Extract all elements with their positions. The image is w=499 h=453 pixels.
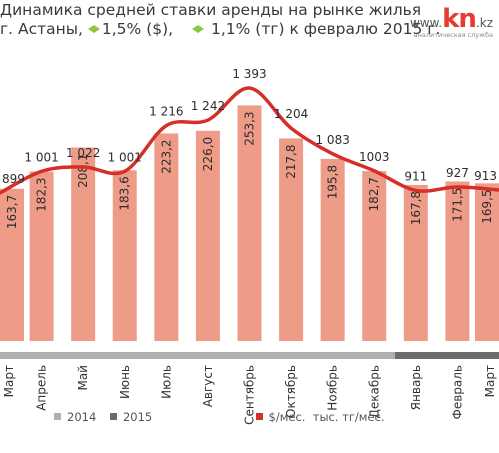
subtitle-kzt-change: 1,1% (тг) к февралю 2015 г. — [210, 20, 441, 38]
x-tick-label: Июнь — [118, 365, 132, 399]
x-tick-label: Апрель — [35, 365, 49, 411]
line-value-label: 1 242 — [191, 99, 225, 113]
line-value-label: 1 204 — [274, 107, 308, 121]
chart-subtitle: г. Астаны, 1,5% ($), 1,1% (тг) к февралю… — [0, 20, 440, 38]
line-value-label: 1 216 — [149, 105, 183, 119]
brand-logo: www.kn.kz аналитическая служба — [410, 4, 493, 39]
x-tick-label: Март — [2, 365, 16, 397]
line-value-label: 1003 — [359, 150, 390, 164]
line-value-label: 1 083 — [315, 133, 349, 147]
arrow-right-icon — [93, 24, 100, 33]
bar-value-label: 183,6 — [118, 176, 132, 210]
bar-value-label: 182,3 — [35, 177, 49, 211]
bar — [475, 183, 499, 341]
x-tick-label: Февраль — [450, 365, 464, 420]
x-tick-label: Август — [201, 365, 215, 407]
bar-value-label: 217,8 — [284, 144, 298, 178]
line-value-label: 1 022 — [66, 146, 100, 160]
arrow-left-icon — [192, 24, 199, 33]
bar-value-label: 169,5 — [480, 189, 494, 223]
year-axis-2015 — [395, 352, 499, 359]
bar — [29, 171, 54, 341]
chart-title: Динамика средней ставки аренды на рынке … — [0, 1, 422, 19]
legend: 2014 2015 $/мес. тыс. тг/мес. — [54, 409, 395, 424]
bar — [403, 184, 428, 341]
bar-value-label: 226,0 — [201, 137, 215, 171]
legend-item-2015: 2015 — [109, 409, 153, 424]
line-value-label: 911 — [404, 169, 427, 183]
x-tick-label: Январь — [409, 365, 423, 410]
subtitle-city: г. Астаны, — [0, 20, 83, 38]
legend-label-kzt: тыс. тг/мес. — [312, 409, 385, 424]
legend-swatch-2014 — [54, 413, 61, 420]
bar-value-label: 163,7 — [5, 195, 19, 229]
line-value-label: 1 393 — [232, 67, 266, 81]
bar-value-label: 253,3 — [243, 111, 257, 145]
legend-swatch-2015 — [109, 413, 117, 420]
legend-label-usd: $/мес. — [268, 409, 306, 424]
x-tick-label: Июль — [159, 365, 173, 399]
bar — [362, 171, 387, 341]
legend-item-2014: 2014 — [54, 410, 96, 424]
bar-value-label: 195,8 — [326, 165, 340, 199]
legend-swatch-line — [255, 413, 263, 420]
bar-value-label: 182,7 — [367, 177, 381, 211]
x-tick-label: Октябрь — [284, 365, 298, 418]
legend-item-series: $/мес. тыс. тг/мес. — [255, 409, 385, 424]
bar — [279, 138, 304, 341]
bar — [195, 130, 220, 341]
logo-prefix: www. — [409, 16, 443, 30]
arrow-right-icon — [198, 24, 205, 33]
bar-value-label: 167,8 — [409, 191, 423, 225]
bar — [237, 105, 262, 341]
legend-label-2014: 2014 — [67, 409, 97, 424]
x-tick-label: Май — [76, 365, 90, 391]
bar — [154, 133, 179, 341]
logo-suffix: .kz — [475, 16, 493, 30]
x-tick-label: Декабрь — [367, 365, 381, 418]
x-tick-label: Март — [483, 365, 497, 397]
line-value-label: 1 001 — [108, 150, 142, 164]
x-tick-label: Сентябрь — [243, 365, 257, 425]
bar — [71, 147, 96, 341]
arrow-left-icon — [87, 24, 94, 33]
bar-value-label: 171,5 — [450, 188, 464, 222]
line-value-label: 913 — [474, 169, 497, 183]
x-tick-label: Ноябрь — [326, 365, 340, 411]
bar — [320, 158, 345, 341]
subtitle-usd-change: 1,5% ($), — [101, 20, 174, 38]
bar-value-label: 223,2 — [159, 139, 173, 173]
logo-tagline: аналитическая служба — [413, 31, 493, 39]
bar — [445, 181, 470, 341]
line-value-label: 899 — [2, 172, 25, 186]
bar-value-label: 208,1 — [76, 153, 90, 187]
line-value-label: 1 001 — [24, 150, 58, 164]
logo-brand: kn — [442, 4, 477, 34]
legend-label-2015: 2015 — [122, 409, 153, 424]
bar — [0, 188, 24, 341]
year-axis-2014 — [0, 352, 396, 359]
bar — [112, 170, 137, 341]
kzt-series-line — [0, 86, 499, 195]
line-value-label: 927 — [446, 166, 469, 180]
